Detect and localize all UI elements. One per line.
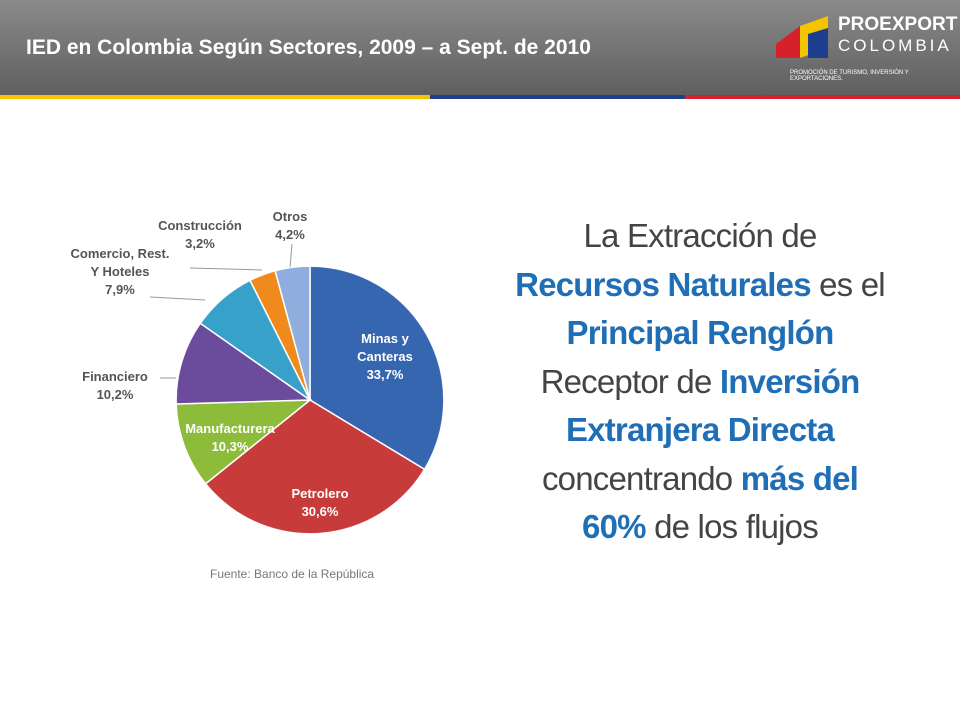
message-highlight: más del xyxy=(740,459,859,497)
slide-title: IED en Colombia Según Sectores, 2009 – a… xyxy=(26,36,591,59)
slice-label: Minas y Canteras 33,7% xyxy=(335,330,435,384)
stripe xyxy=(685,95,960,99)
message-highlight: Recursos Naturales xyxy=(515,265,811,303)
message-line: 60% de los flujos xyxy=(475,503,925,552)
slice-label: Otros 4,2% xyxy=(250,208,330,244)
message-line: Principal Renglón xyxy=(475,309,925,358)
message-text: de los flujos xyxy=(645,508,819,545)
message-line: Receptor de Inversión xyxy=(475,358,925,407)
slice-label: Manufacturera 10,3% xyxy=(170,420,290,456)
message-line: Recursos Naturales es el xyxy=(475,261,925,310)
message-line: concentrando más del xyxy=(475,455,925,504)
message-highlight: Principal Renglón xyxy=(566,314,835,351)
slice-value: 33,7% xyxy=(366,367,404,382)
slice-value: 30,6% xyxy=(301,504,339,519)
message-text: Receptor de xyxy=(540,362,720,400)
slice-name: Manufacturera xyxy=(185,421,275,436)
slice-label: Petrolero 30,6% xyxy=(270,485,370,521)
source: Fuente: Banco de la República xyxy=(210,567,375,581)
stripe xyxy=(0,95,430,99)
slice-value: 7,9% xyxy=(105,282,135,297)
slice-value: 3,2% xyxy=(185,236,215,251)
header: IED en Colombia Según Sectores, 2009 – a… xyxy=(0,0,960,95)
pie-rim xyxy=(175,265,445,535)
logo-country: COLOMBIA xyxy=(838,36,952,55)
slice-value: 10,3% xyxy=(211,439,249,454)
message-text: es el xyxy=(810,265,886,303)
logo-tagline: PROMOCIÓN DE TURISMO, INVERSIÓN Y EXPORT… xyxy=(790,70,909,82)
logo-name: PROEXPORT xyxy=(838,14,958,35)
slice-label: Construcción 3,2% xyxy=(145,217,255,253)
slice-name: Financiero xyxy=(82,369,148,384)
message-line: La Extracción de xyxy=(475,212,925,261)
message-line: Extranjera Directa xyxy=(475,406,925,455)
slice-label: Financiero 10,2% xyxy=(70,368,160,404)
slice-value: 4,2% xyxy=(275,227,305,242)
slice-name: Petrolero xyxy=(291,486,349,501)
slice-name: Minas y Canteras xyxy=(357,331,413,364)
slice-name: Otros xyxy=(272,209,308,224)
message: La Extracción de Recursos Naturales es el… xyxy=(475,212,925,552)
stripe xyxy=(430,95,685,99)
logo-icon xyxy=(776,16,828,58)
slice-name: Comercio, Rest. Y Hoteles xyxy=(70,246,170,279)
message-highlight: Inversión xyxy=(719,362,860,400)
message-highlight: 60% xyxy=(582,508,646,545)
slice-name: Construcción xyxy=(158,218,242,233)
message-text: La Extracción de xyxy=(583,217,817,254)
leader-line xyxy=(149,296,206,301)
slice-value: 10,2% xyxy=(96,387,134,402)
slice-label: Comercio, Rest. Y Hoteles 7,9% xyxy=(70,245,170,299)
message-text: concentrando xyxy=(541,459,741,497)
leader-line xyxy=(189,267,263,271)
message-highlight: Extranjera Directa xyxy=(565,411,835,448)
leader-line xyxy=(289,243,293,269)
